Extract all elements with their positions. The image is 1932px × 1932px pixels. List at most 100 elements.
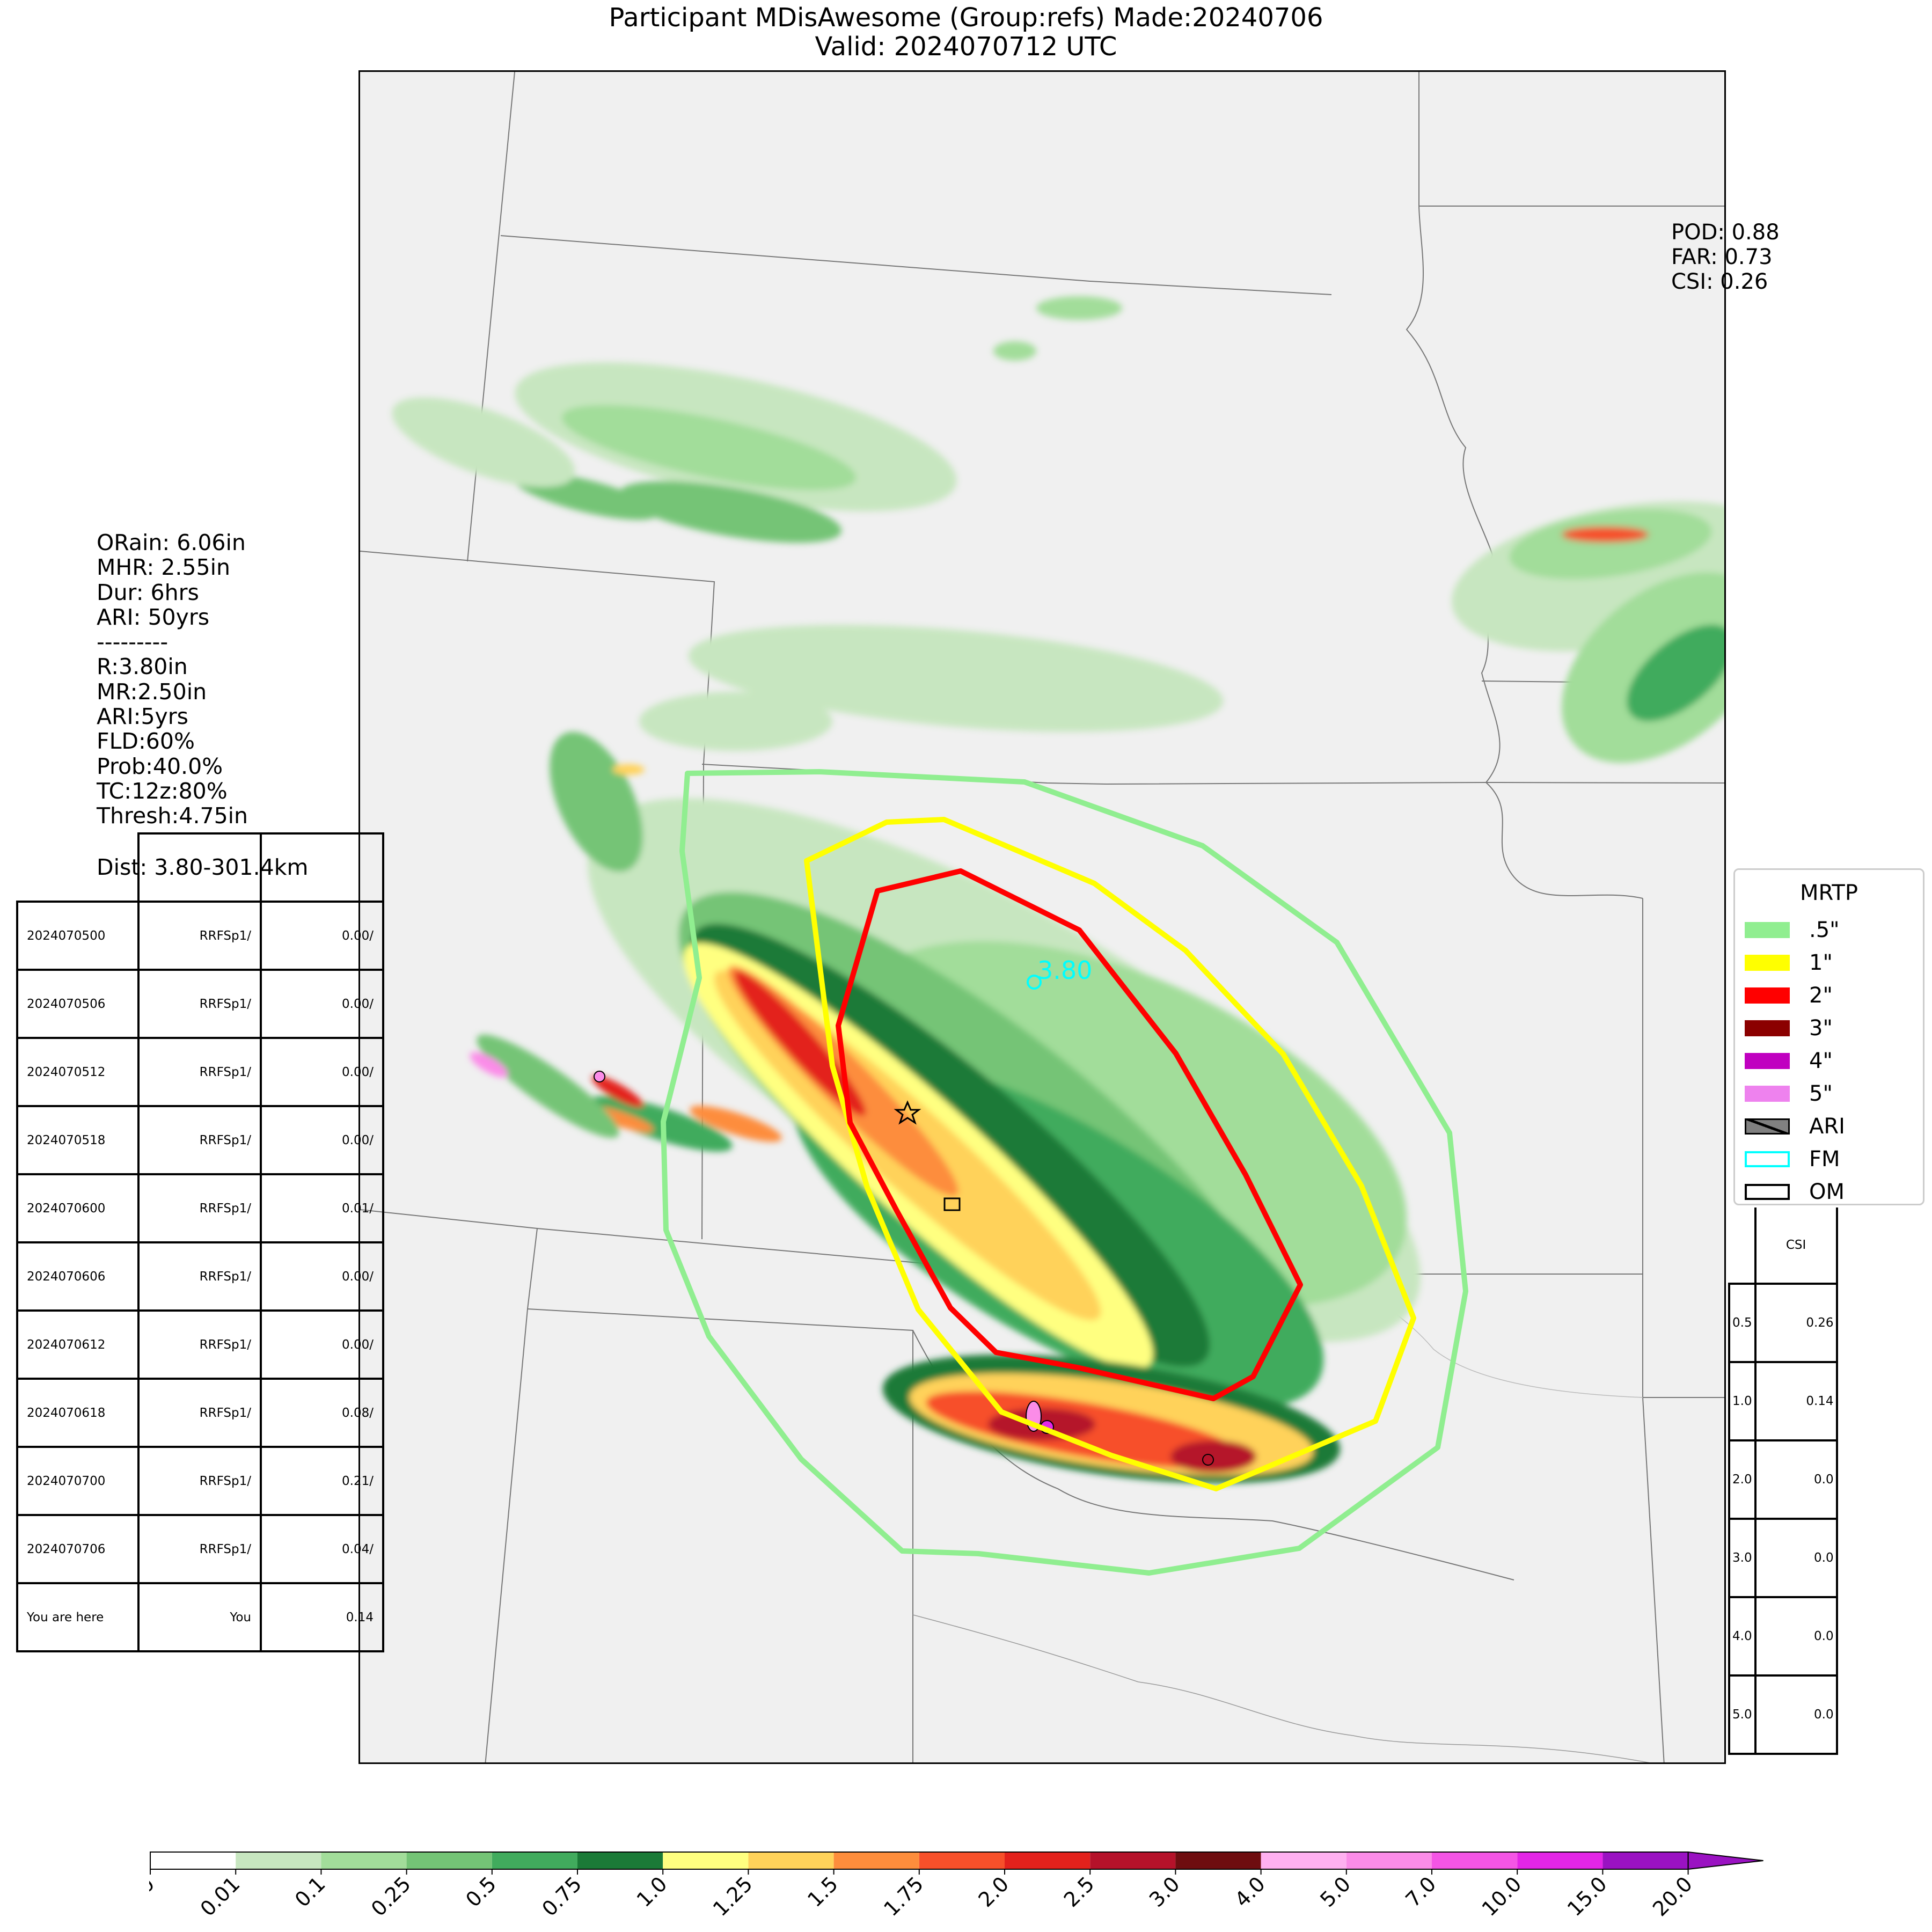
colorbar-segment [1517,1852,1603,1869]
colorbar-segment [833,1852,919,1869]
info-line: ARI:5yrs [97,704,189,730]
info-line: TC:12z:80% [97,778,228,804]
precip-field-north [392,296,1224,751]
history-cell: 0.00/ [260,1037,384,1107]
colorbar-segment [1090,1852,1176,1869]
history-cell: 0.00/ [260,901,384,971]
legend-swatch [1745,1053,1790,1069]
legend-label: FM [1809,1147,1840,1172]
contour-half-inch [661,769,1468,1576]
info-line: --------- [97,629,169,655]
history-row: 2024070500 RRFSp1/0.00/ [16,901,384,971]
history-cell: 0.01/ [260,1173,384,1243]
history-cell: 0.00/ [260,969,384,1039]
legend-label: OM [1809,1180,1845,1204]
legend-label: 2" [1809,983,1833,1008]
csi-cell: 0.0 [1754,1596,1838,1677]
legend-item: OM [1745,1176,1845,1208]
csi-cell: 3.0 [1728,1518,1757,1598]
colorbar-segment [406,1852,492,1869]
history-cell: 0.04/ [260,1514,384,1584]
legend-item: 4" [1745,1045,1833,1077]
history-row: 2024070700 RRFSp1/0.21/ [16,1446,384,1516]
history-cell: RRFSp1/ [137,1241,262,1312]
history-cell: 2024070518 [16,1105,140,1175]
colorbar-tick-label: 0.75 [537,1872,586,1921]
legend-label: .5" [1809,918,1840,942]
colorbar-segment [1602,1852,1688,1869]
title-line2: Valid: 2024070712 UTC [815,32,1117,62]
info-line: ARI: 50yrs [97,604,210,630]
history-table: 2024070500 RRFSp1/0.00/2024070506 RRFSp1/0… [16,832,384,1652]
history-cell: RRFSp1/ [137,1378,262,1448]
history-cell: You [137,1582,262,1652]
legend-label: ARI [1809,1114,1845,1139]
pod-score: POD: 0.88 [1671,220,1780,245]
history-header-cell [17,833,140,903]
legend-item: .5" [1745,914,1840,946]
info-line: Dur: 6hrs [97,579,199,605]
fm-label: 3.80 [1037,956,1092,985]
colorbar-tick-label: 2.5 [1059,1872,1099,1912]
star-icon [894,1100,921,1125]
title-line1: Participant MDisAwesome (Group:refs) Mad… [609,3,1323,33]
colorbar-tick-label: 4.0 [1230,1872,1270,1912]
history-cell: 2024070506 [16,969,140,1039]
csi-table: CSI 0.5 0.26 1.0 0.14 2.0 0.0 3.0 0.0 4.0 0.0 5.0 0.… [1728,1208,1838,1755]
legend-swatch [1745,1086,1790,1102]
history-cell: 0.00/ [260,1309,384,1380]
colorbar-tick-label: 2.0 [974,1872,1014,1912]
history-cell: RRFSp1/ [137,969,262,1039]
legend-label: 3" [1809,1016,1833,1041]
history-row: 2024070506 RRFSp1/0.00/ [16,969,384,1039]
legend-swatch [1745,955,1790,971]
legend-item: 1" [1745,947,1833,979]
csi-header-blank [1729,1208,1757,1285]
colorbar-tick-label: 0.5 [461,1872,501,1912]
precip-map: 3.80 [360,72,1724,1762]
colorbar-segment [1261,1852,1346,1869]
csi-row: 3.0 0.0 [1728,1518,1838,1598]
colorbar-tick-label: 1.5 [803,1872,843,1912]
legend-label: 1" [1809,950,1833,975]
colorbar-tick-label: 1.0 [632,1872,672,1912]
history-cell: 2024070700 [16,1446,140,1516]
history-cell: 0.08/ [260,1378,384,1448]
history-cell: You are here [16,1582,140,1652]
legend-title: MRTP [1800,881,1858,905]
csi-cell: 0.0 [1754,1439,1838,1520]
history-row: 2024070612 RRFSp1/0.00/ [16,1309,384,1380]
history-cell: RRFSp1/ [137,1037,262,1107]
colorbar-extend-arrow [1687,1851,1763,1870]
history-cell: 0.21/ [260,1446,384,1516]
history-cell: 0.00/ [260,1241,384,1312]
colorbar-segment [492,1852,577,1869]
colorbar-segment [1005,1852,1091,1869]
legend-item: ARI [1745,1110,1845,1143]
history-cell: RRFSp1/ [137,1309,262,1380]
colorbar-tick-label: 5.0 [1315,1872,1355,1912]
csi-cell: 0.14 [1754,1361,1838,1441]
info-line: Prob:40.0% [97,753,223,779]
legend-label: 4" [1809,1049,1833,1073]
map-panel: 3.80 [358,70,1726,1764]
csi-cell: 5.0 [1728,1674,1757,1755]
csi-cell: 0.5 [1728,1283,1757,1363]
history-cell: 2024070612 [16,1309,140,1380]
info-line: ORain: 6.06in [97,530,246,555]
history-cell: 2024070500 [16,901,140,971]
history-cell: 2024070512 [16,1037,140,1107]
csi-cell: 2.0 [1728,1439,1757,1520]
info-line: R:3.80in [97,654,188,680]
history-cell: RRFSp1/ [137,1514,262,1584]
csi-row: 0.5 0.26 [1728,1283,1838,1363]
history-row: You are here You 0.14 [16,1582,384,1652]
csi-cell: 1.0 [1728,1361,1757,1441]
colorbar-tick-label: 3.0 [1145,1872,1184,1912]
colorbar-tick-label: 1.25 [708,1872,757,1921]
csi-header: CSI [1754,1208,1838,1285]
csi-cell: 4.0 [1728,1596,1757,1677]
colorbar-segment [577,1852,663,1869]
colorbar-tick-label: 0.0 [149,1872,159,1912]
legend-item: FM [1745,1143,1840,1175]
